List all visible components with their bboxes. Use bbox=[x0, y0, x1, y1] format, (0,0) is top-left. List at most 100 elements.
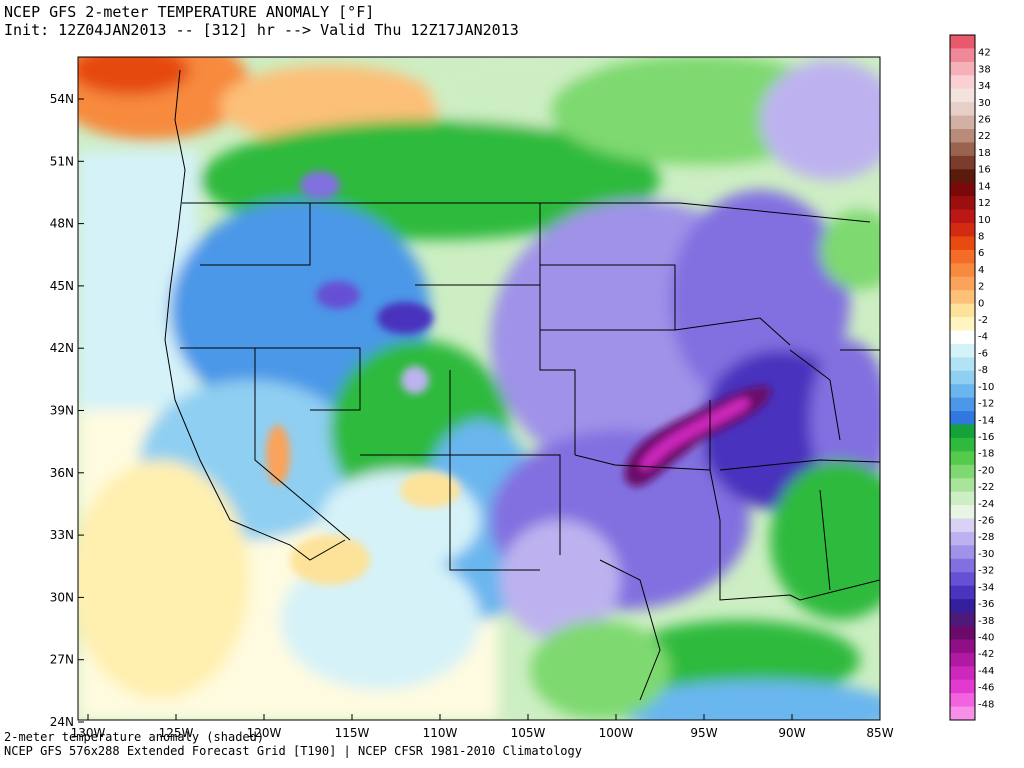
lat-label: 27N bbox=[50, 653, 74, 667]
colorbar-swatch bbox=[950, 343, 975, 358]
colorbar-label: -32 bbox=[978, 566, 994, 577]
colorbar-swatch bbox=[950, 625, 975, 640]
colorbar-swatch bbox=[950, 531, 975, 546]
colorbar-label: -34 bbox=[978, 582, 994, 593]
colorbar-swatch bbox=[950, 88, 975, 103]
colorbar-swatch bbox=[950, 384, 975, 399]
colorbar-label: 42 bbox=[978, 48, 991, 59]
lat-label: 33N bbox=[50, 528, 74, 542]
colorbar-swatch bbox=[950, 666, 975, 681]
colorbar-swatch bbox=[950, 115, 975, 130]
colorbar-swatch bbox=[950, 612, 975, 627]
colorbar-swatch bbox=[950, 599, 975, 614]
lat-label: 51N bbox=[50, 154, 74, 168]
colorbar-label: 12 bbox=[978, 198, 991, 209]
colorbar-swatch bbox=[950, 693, 975, 708]
colorbar-label: -48 bbox=[978, 699, 994, 710]
colorbar-label: -36 bbox=[978, 599, 994, 610]
lat-label: 36N bbox=[50, 466, 74, 480]
latitude-labels: 54N 51N 48N 45N 42N 39N 36N 33N 30N 27N 24N bbox=[50, 92, 84, 729]
colorbar-swatch bbox=[950, 276, 975, 291]
colorbar-swatch bbox=[950, 169, 975, 184]
lon-label: 120W bbox=[247, 726, 282, 740]
lat-label: 24N bbox=[50, 715, 74, 729]
colorbar-label: 2 bbox=[978, 282, 984, 293]
colorbar-swatch bbox=[950, 491, 975, 506]
colorbar-swatch bbox=[950, 518, 975, 533]
lon-label: 105W bbox=[511, 726, 546, 740]
lon-label: 115W bbox=[335, 726, 370, 740]
colorbar-swatch bbox=[950, 263, 975, 278]
colorbar-label: -14 bbox=[978, 415, 994, 426]
colorbar-swatch bbox=[950, 102, 975, 117]
colorbar-label: -12 bbox=[978, 399, 994, 410]
colorbar-swatch bbox=[950, 223, 975, 237]
lat-label: 30N bbox=[50, 590, 74, 604]
lon-label: 110W bbox=[423, 726, 458, 740]
map-title: NCEP GFS 2-meter TEMPERATURE ANOMALY [°F… bbox=[4, 3, 375, 21]
colorbar-label: -28 bbox=[978, 532, 994, 543]
colorbar-swatch bbox=[950, 424, 975, 439]
colorbar-label: 16 bbox=[978, 165, 991, 176]
colorbar-swatch bbox=[950, 545, 975, 560]
colorbar-label: -42 bbox=[978, 649, 994, 660]
colorbar-label: -22 bbox=[978, 482, 994, 493]
lat-label: 39N bbox=[50, 404, 74, 418]
lat-label: 48N bbox=[50, 217, 74, 231]
colorbar-label: -46 bbox=[978, 683, 994, 694]
colorbar-swatch bbox=[950, 75, 975, 90]
colorbar-swatch bbox=[950, 464, 975, 479]
init-valid-line: Init: 12Z04JAN2013 -- [312] hr --> Valid… bbox=[4, 21, 519, 39]
colorbar-label: -20 bbox=[978, 465, 994, 476]
colorbar-swatch bbox=[950, 451, 975, 466]
colorbar-label: 38 bbox=[978, 64, 991, 75]
anomaly-shading bbox=[78, 57, 880, 720]
colorbar-swatch bbox=[950, 142, 975, 157]
colorbar-swatch bbox=[950, 249, 975, 264]
colorbar-label: 6 bbox=[978, 248, 984, 259]
colorbar-swatch bbox=[950, 706, 975, 721]
colorbar-swatch bbox=[950, 397, 975, 412]
colorbar-label: 0 bbox=[978, 298, 984, 309]
colorbar-swatch bbox=[950, 357, 975, 372]
colorbar-swatch bbox=[950, 437, 975, 452]
colorbar-label: -40 bbox=[978, 632, 994, 643]
colorbar-frame bbox=[949, 34, 976, 721]
colorbar-swatch bbox=[950, 303, 975, 318]
colorbar-label: -6 bbox=[978, 348, 988, 359]
colorbar-swatch bbox=[950, 290, 975, 305]
colorbar-label: -26 bbox=[978, 516, 994, 527]
colorbar-swatch bbox=[950, 558, 975, 573]
colorbar-swatch bbox=[950, 155, 975, 170]
colorbar-label: -4 bbox=[978, 332, 988, 343]
source-description: NCEP GFS 576x288 Extended Forecast Grid … bbox=[4, 744, 582, 758]
colorbar-label: -16 bbox=[978, 432, 994, 443]
colorbar-label: -38 bbox=[978, 616, 994, 627]
colorbar-label: 34 bbox=[978, 81, 991, 92]
colorbar-swatch bbox=[950, 505, 975, 520]
colorbar-swatch bbox=[950, 35, 975, 49]
colorbar-label: -8 bbox=[978, 365, 988, 376]
colorbar-swatch bbox=[950, 652, 975, 667]
colorbar-swatch bbox=[950, 478, 975, 493]
colorbar-label: 30 bbox=[978, 98, 991, 109]
colorbar-label: -44 bbox=[978, 666, 994, 677]
colorbar-swatch bbox=[950, 196, 975, 211]
colorbar-label: 22 bbox=[978, 131, 991, 142]
colorbar-label: -24 bbox=[978, 499, 994, 510]
colorbar-swatch bbox=[950, 370, 975, 385]
colorbar-swatch bbox=[950, 330, 975, 345]
colorbar-swatch bbox=[950, 61, 975, 76]
colorbar-label: -2 bbox=[978, 315, 988, 326]
colorbar-label: 14 bbox=[978, 181, 991, 192]
map-boundaries bbox=[164, 69, 880, 701]
colorbar-label: 8 bbox=[978, 231, 984, 242]
lon-label: 90W bbox=[778, 726, 805, 740]
lon-label: 125W bbox=[159, 726, 194, 740]
lat-label: 42N bbox=[50, 341, 74, 355]
lat-label: 45N bbox=[50, 279, 74, 293]
colorbar-swatch bbox=[950, 585, 975, 600]
lon-label: 95W bbox=[690, 726, 717, 740]
colorbar-label: -10 bbox=[978, 382, 994, 393]
